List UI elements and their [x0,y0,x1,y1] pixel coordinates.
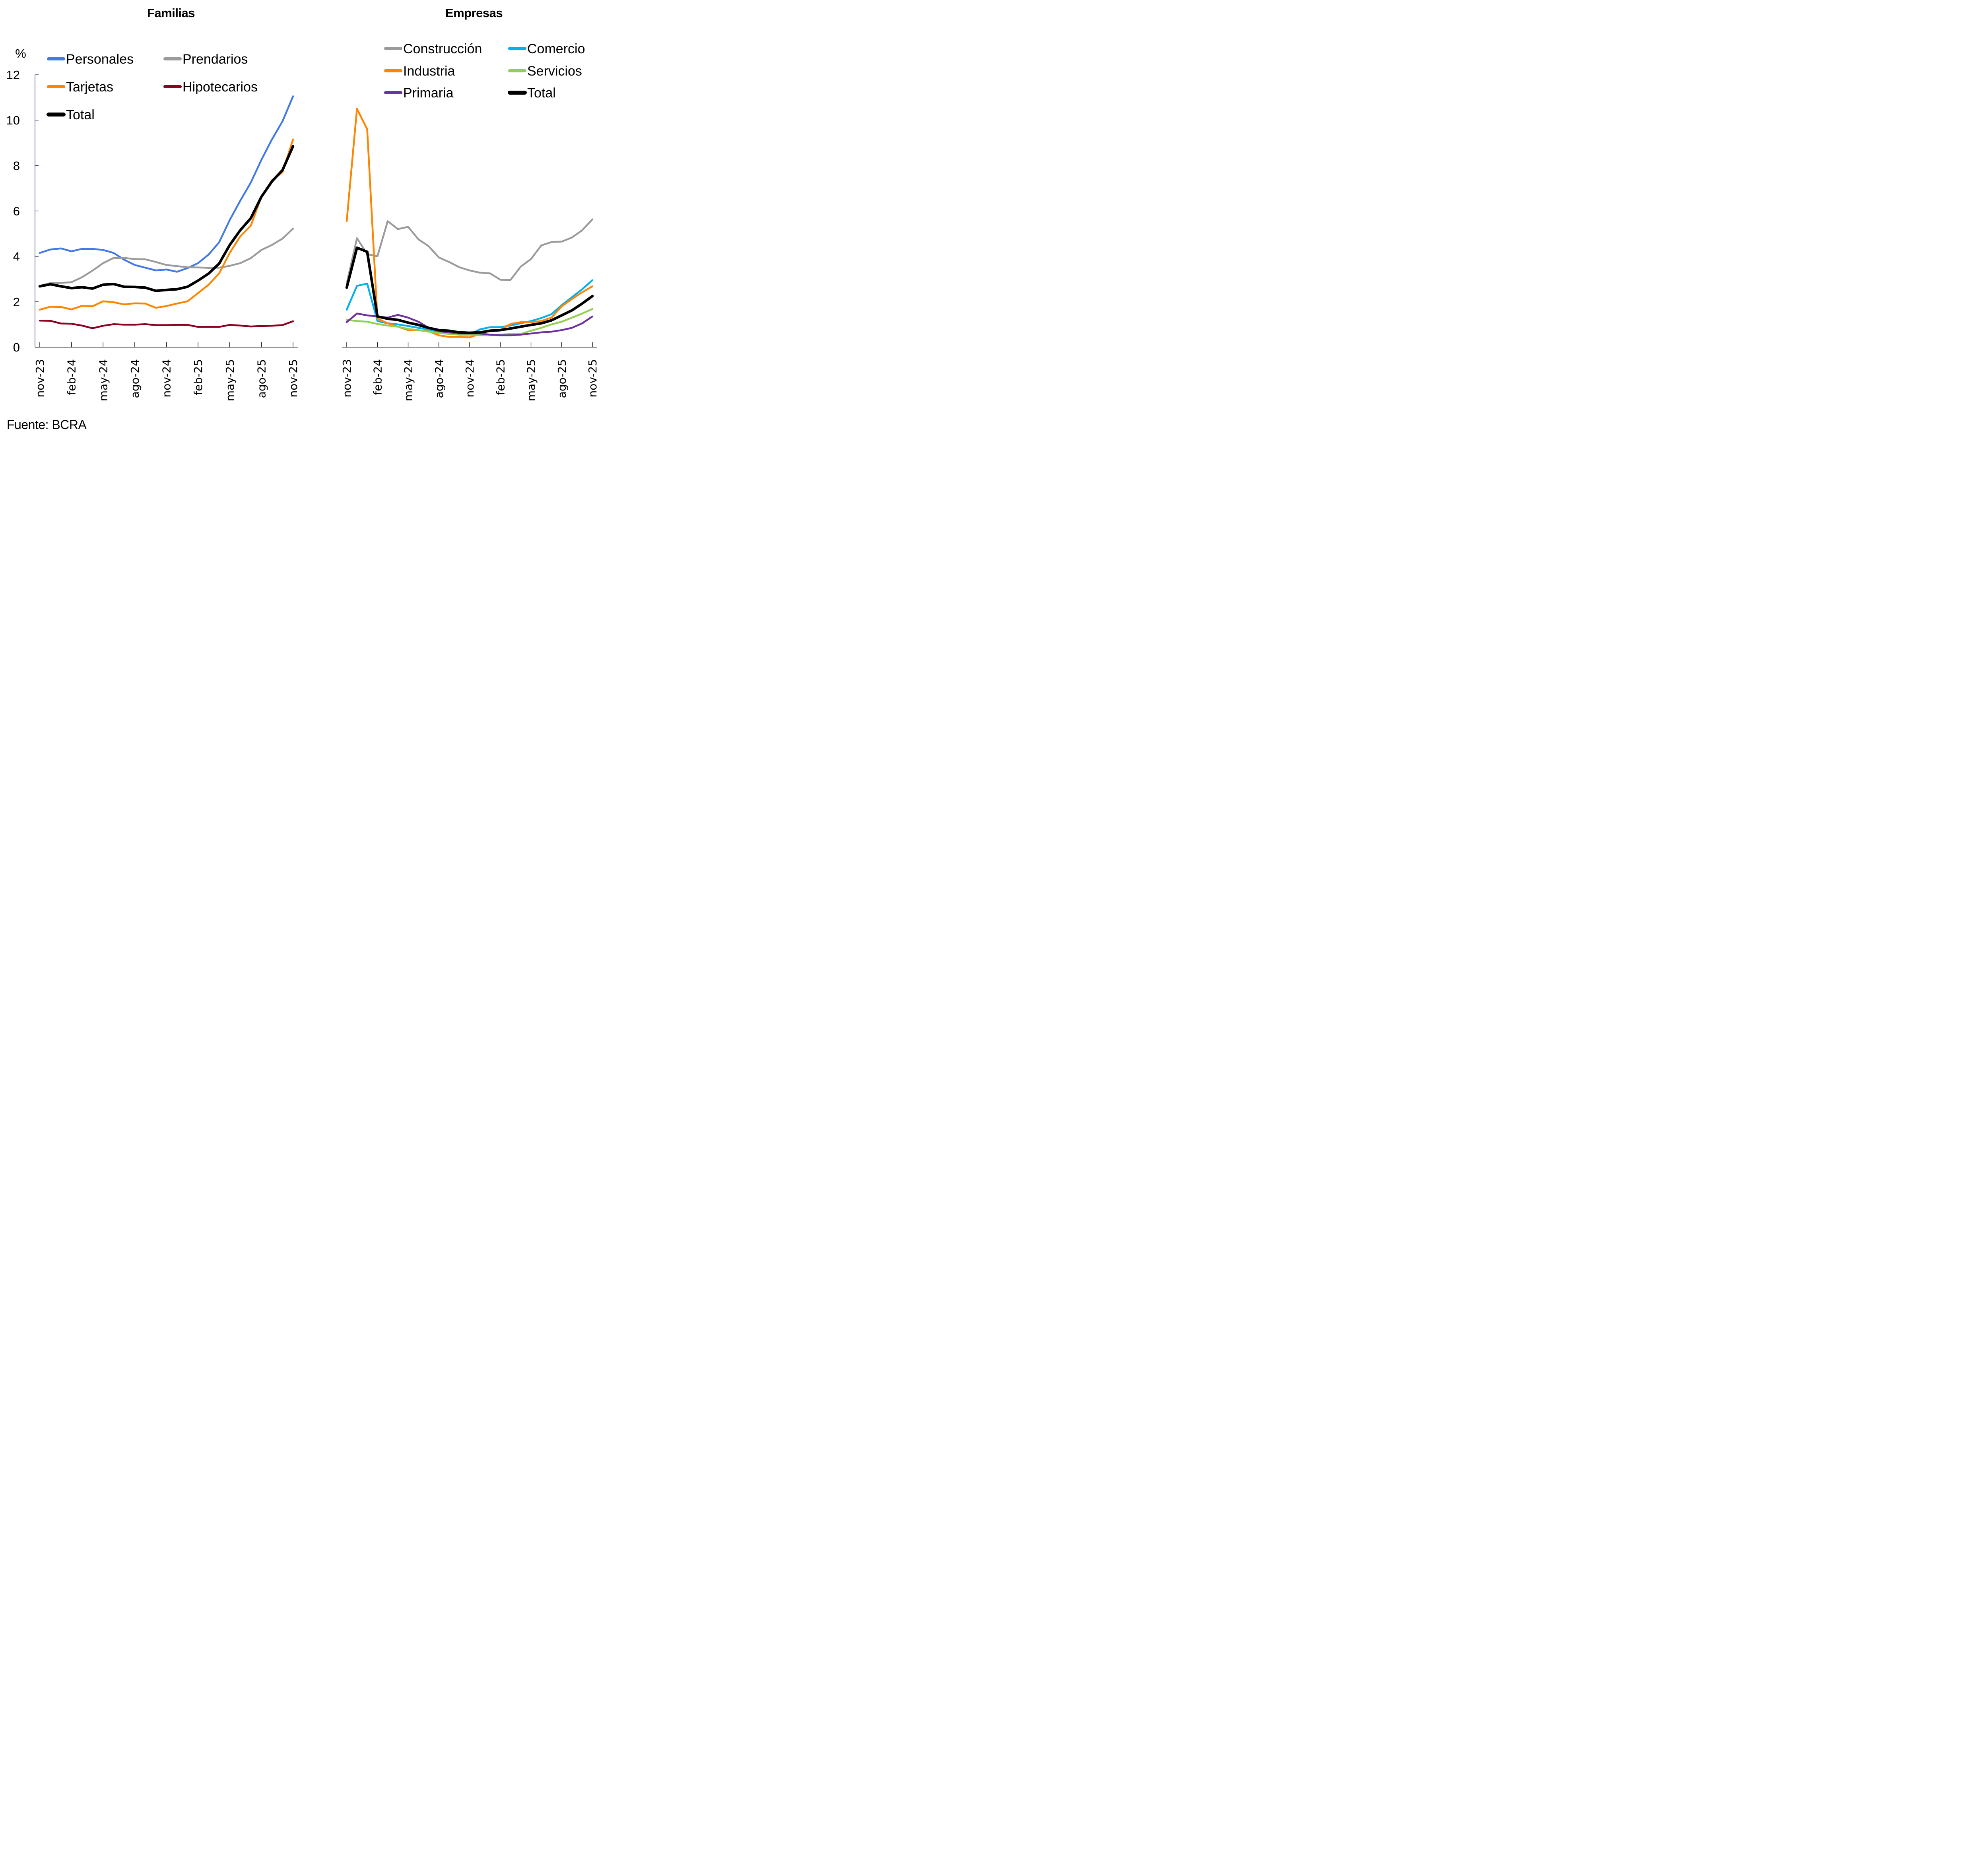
series-line-total [38,145,295,292]
legend-label: Personales [66,52,134,67]
legend-item-primaria: Primaria [384,85,454,101]
series-line-personales [39,95,294,273]
x-tick-label: nov-23 [340,359,353,397]
legend-label: Construcción [403,41,482,56]
x-tick-label: ago-25 [555,359,569,398]
legend: Construcción Comercio Industria Servicios Pr… [384,41,585,101]
x-tick-label: feb-25 [494,359,507,395]
legend-label: Primaria [403,85,454,101]
legend-item-tarjetas: Tarjetas [47,80,113,95]
legend-item-hipotecarios: Hipotecarios [163,80,258,95]
legend-label: Total [66,107,95,122]
legend-label: Tarjetas [66,80,113,95]
legend-label: Total [527,85,556,101]
chart-title: Empresas [445,6,503,20]
series-line-construccion [346,218,594,285]
x-axis: nov-23 feb-24 may-24 ago-24 nov-24 feb-25 may-… [33,342,300,401]
y-tick-label: 0 [13,340,20,354]
series-line-comercio [346,279,594,336]
x-tick-label: nov-24 [463,359,476,397]
series-line-industria [346,108,594,338]
y-tick-label: 6 [13,204,20,218]
x-tick-label: may-24 [97,359,110,401]
legend-item-industria: Industria [384,64,455,79]
legend-label: Comercio [527,41,585,56]
x-tick-label: nov-24 [160,359,173,397]
y-tick-label: 10 [6,113,20,127]
charts-canvas: Familias % 0 2 4 6 8 10 12 nov-23 feb-24 may-24 a… [6,6,599,401]
y-tick-label: 2 [13,295,20,309]
x-tick-label: feb-24 [371,359,384,395]
legend-label: Servicios [527,64,582,79]
legend-item-prendarios: Prendarios [163,52,248,67]
x-tick-label: ago-24 [433,359,446,398]
legend-item-total: Total [508,85,556,101]
y-tick-label: 8 [13,159,20,173]
legend-label: Industria [403,64,455,79]
legend-item-personales: Personales [47,52,134,67]
y-tick-label: 4 [13,250,20,264]
x-tick-label: may-25 [223,359,237,401]
legend-label: Prendarios [182,52,248,67]
x-tick-label: nov-25 [287,359,300,397]
legend: Personales Prendarios Tarjetas Hipotecarios… [47,52,258,122]
x-tick-label: nov-25 [586,359,599,397]
legend-item-construccion: Construcción [384,41,482,56]
legend-item-total: Total [47,107,95,122]
chart-familias: Familias % 0 2 4 6 8 10 12 nov-23 feb-24 may-24 a… [6,6,300,401]
legend-item-comercio: Comercio [508,41,585,56]
x-tick-label: feb-24 [65,359,78,395]
x-tick-label: may-24 [402,359,415,401]
y-tick-label: 12 [6,68,20,82]
y-axis: 0 2 4 6 8 10 12 [6,68,39,354]
x-tick-label: may-25 [525,359,538,401]
series-group [38,95,295,329]
x-tick-label: feb-25 [192,359,205,395]
series-line-prendarios [39,227,294,287]
legend-item-servicios: Servicios [508,64,582,79]
series-group [345,108,594,338]
source-note: Fuente: BCRA [7,418,87,432]
x-tick-label: ago-25 [255,359,268,398]
chart-empresas: Empresas nov-23 feb-24 may-24 ago-24 nov-24 f… [340,6,599,401]
series-line-servicios [346,308,594,336]
chart-title: Familias [147,6,195,20]
x-tick-label: nov-23 [33,359,47,397]
y-unit-label: % [15,47,26,60]
series-line-total [345,246,594,334]
series-line-hipotecarios [39,319,294,329]
legend-label: Hipotecarios [182,80,258,95]
x-tick-label: ago-24 [128,359,142,398]
series-line-tarjetas [39,138,294,311]
x-axis: nov-23 feb-24 may-24 ago-24 nov-24 feb-25 may-… [340,342,599,401]
